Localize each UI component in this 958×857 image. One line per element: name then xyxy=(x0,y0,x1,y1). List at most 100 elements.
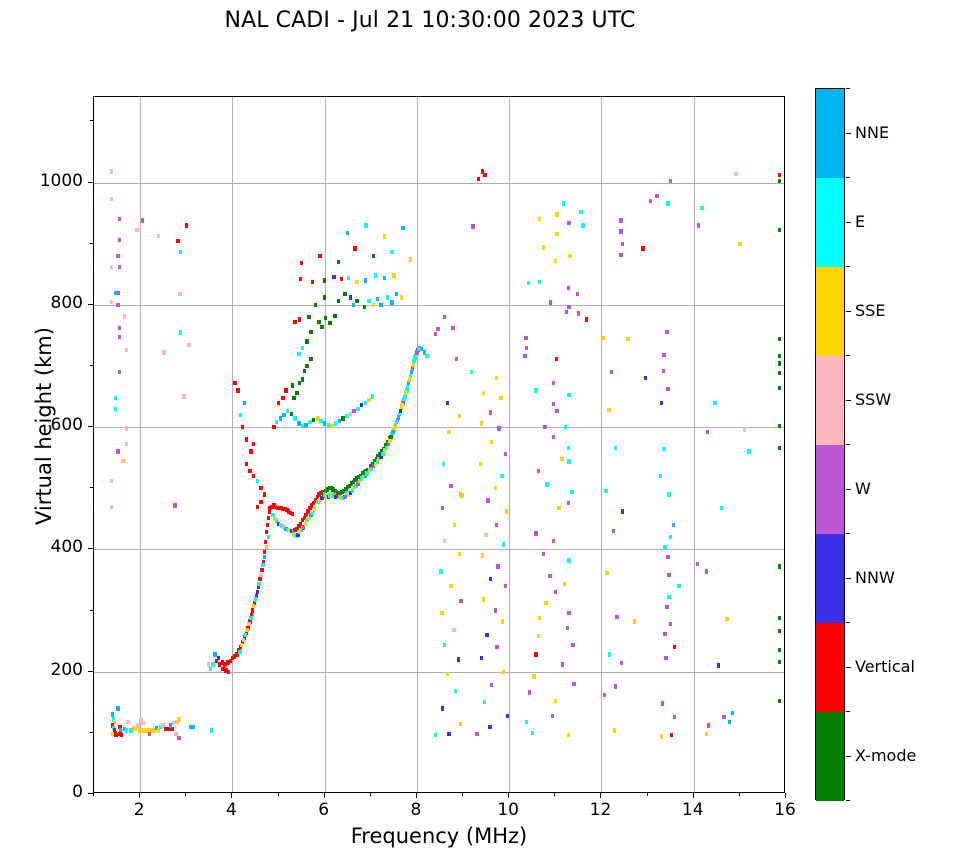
colorbar-boundary-tick xyxy=(846,355,850,356)
echo-marker xyxy=(113,730,117,735)
echo-marker xyxy=(371,302,376,307)
echo-marker xyxy=(345,491,349,496)
echo-marker xyxy=(584,317,589,322)
echo-marker xyxy=(655,193,659,199)
colorbar-label-nne: NNE xyxy=(855,122,890,142)
echo-marker xyxy=(235,652,239,657)
echo-marker xyxy=(206,662,211,667)
echo-marker xyxy=(301,525,306,530)
echo-marker xyxy=(223,662,227,667)
echo-marker xyxy=(254,593,259,599)
x-tick-minor xyxy=(554,793,556,796)
echo-marker xyxy=(322,278,327,283)
echo-marker xyxy=(118,724,122,729)
echo-marker xyxy=(368,467,372,473)
plot-area[interactable] xyxy=(93,96,785,793)
echo-marker xyxy=(304,513,308,518)
colorbar-segment-nnw[interactable] xyxy=(816,534,844,623)
echo-marker xyxy=(242,635,247,640)
echo-marker xyxy=(406,380,411,386)
colorbar-tick xyxy=(846,310,851,312)
colorbar[interactable] xyxy=(815,88,845,801)
echo-marker xyxy=(332,493,336,498)
echo-marker xyxy=(176,238,180,243)
x-tick-minor xyxy=(93,793,94,796)
echo-marker xyxy=(390,432,394,437)
x-tick-minor xyxy=(277,793,279,796)
echo-marker xyxy=(305,517,309,523)
echo-marker xyxy=(716,663,721,668)
echo-marker xyxy=(373,461,378,466)
x-tick-minor xyxy=(369,793,371,796)
echo-marker xyxy=(415,350,419,355)
echo-marker xyxy=(607,407,611,413)
echo-marker xyxy=(248,619,252,624)
echo-marker xyxy=(298,277,303,282)
echo-marker xyxy=(122,727,127,732)
colorbar-label-nnw: NNW xyxy=(855,567,895,587)
y-tick xyxy=(88,426,93,428)
echo-marker xyxy=(530,730,534,735)
colorbar-segment-w[interactable] xyxy=(816,445,844,534)
echo-marker xyxy=(525,345,529,350)
echo-marker xyxy=(554,356,558,361)
echo-marker xyxy=(648,198,653,204)
x-tick xyxy=(600,793,602,798)
echo-marker xyxy=(287,527,292,532)
echo-marker xyxy=(178,291,182,296)
echo-marker xyxy=(233,380,237,386)
echo-marker xyxy=(346,484,350,490)
echo-marker xyxy=(391,429,395,435)
echo-marker xyxy=(706,723,711,728)
echo-marker xyxy=(611,528,616,534)
echo-marker xyxy=(553,698,558,704)
colorbar-segment-x-mode[interactable] xyxy=(816,712,844,801)
echo-marker xyxy=(601,335,606,341)
echo-marker xyxy=(346,230,350,235)
echo-marker xyxy=(293,319,297,325)
echo-marker xyxy=(388,438,392,443)
echo-marker xyxy=(131,725,136,731)
colorbar-segment-sse[interactable] xyxy=(816,267,844,356)
echo-marker xyxy=(659,734,664,739)
colorbar-tick xyxy=(846,221,851,223)
echo-marker xyxy=(298,521,303,526)
echo-marker xyxy=(226,660,230,665)
echo-marker xyxy=(168,727,172,732)
echo-marker xyxy=(313,302,318,307)
echo-marker xyxy=(700,206,704,211)
echo-marker xyxy=(371,464,376,469)
echo-marker xyxy=(672,645,677,650)
echo-marker xyxy=(454,356,459,361)
echo-marker xyxy=(341,495,345,501)
echo-marker xyxy=(179,330,183,335)
echo-marker xyxy=(495,645,499,650)
echo-marker xyxy=(666,201,670,206)
colorbar-segment-vertical[interactable] xyxy=(816,623,844,712)
echo-marker xyxy=(566,285,570,290)
colorbar-segment-nne[interactable] xyxy=(816,89,844,178)
colorbar-segment-e[interactable] xyxy=(816,178,844,267)
echo-marker xyxy=(298,317,302,322)
echo-marker xyxy=(381,451,385,457)
echo-marker xyxy=(662,447,666,452)
colorbar-segment-ssw[interactable] xyxy=(816,356,844,445)
echo-marker xyxy=(279,505,284,510)
echo-marker xyxy=(354,483,358,488)
echo-marker xyxy=(286,509,291,514)
echo-marker xyxy=(361,475,366,480)
echo-marker xyxy=(322,492,327,497)
echo-marker xyxy=(563,425,568,430)
echo-marker xyxy=(608,652,612,657)
echo-marker xyxy=(318,498,322,503)
colorbar-boundary-tick xyxy=(846,88,850,89)
echo-marker xyxy=(571,642,575,647)
echo-marker xyxy=(336,259,341,265)
echo-marker xyxy=(140,728,145,733)
echo-marker xyxy=(719,505,724,510)
echo-marker xyxy=(300,423,305,429)
echo-marker xyxy=(501,619,505,624)
echo-marker xyxy=(319,491,323,496)
echo-marker xyxy=(284,526,288,531)
echo-marker xyxy=(272,503,276,508)
